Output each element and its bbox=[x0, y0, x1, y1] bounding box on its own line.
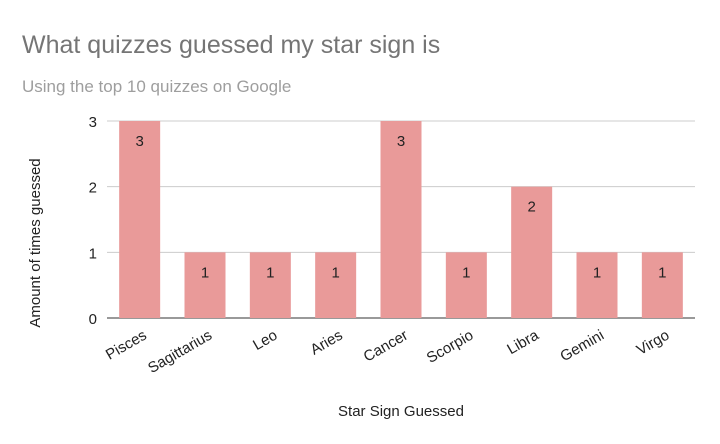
y-tick-label: 2 bbox=[89, 180, 97, 197]
chart-title: What quizzes guessed my star sign is bbox=[22, 31, 440, 59]
bar bbox=[641, 252, 683, 318]
x-tick-label: Aries bbox=[308, 327, 346, 359]
x-tick-label: Libra bbox=[504, 326, 542, 358]
bar bbox=[511, 186, 553, 318]
data-label: 1 bbox=[462, 264, 470, 281]
x-tick-label: Cancer bbox=[361, 327, 411, 366]
bar bbox=[380, 121, 422, 318]
y-tick-label: 3 bbox=[89, 114, 97, 131]
data-label: 1 bbox=[593, 264, 601, 281]
y-axis-label: Amount of times guessed bbox=[27, 158, 44, 327]
bar bbox=[249, 252, 291, 318]
bar bbox=[315, 252, 357, 318]
x-axis-label: Star Sign Guessed bbox=[338, 403, 464, 420]
data-label: 3 bbox=[397, 133, 405, 150]
x-tick-label: Sagittarius bbox=[145, 327, 215, 377]
bar bbox=[445, 252, 487, 318]
data-label: 1 bbox=[331, 264, 339, 281]
chart-subtitle: Using the top 10 quizzes on Google bbox=[22, 77, 291, 96]
bar bbox=[576, 252, 618, 318]
data-label: 1 bbox=[201, 264, 209, 281]
x-tick-label: Leo bbox=[250, 327, 280, 354]
x-tick-label: Scorpio bbox=[424, 327, 477, 367]
x-tick-label: Virgo bbox=[634, 327, 673, 359]
bar bbox=[119, 121, 161, 318]
bar bbox=[184, 252, 226, 318]
y-tick-label: 0 bbox=[89, 311, 97, 328]
y-tick-label: 1 bbox=[89, 245, 97, 262]
data-label: 2 bbox=[527, 199, 535, 216]
data-label: 1 bbox=[266, 264, 274, 281]
data-label: 1 bbox=[658, 264, 666, 281]
data-label: 3 bbox=[135, 133, 143, 150]
x-tick-label: Pisces bbox=[103, 327, 150, 364]
x-tick-label: Gemini bbox=[557, 327, 607, 365]
